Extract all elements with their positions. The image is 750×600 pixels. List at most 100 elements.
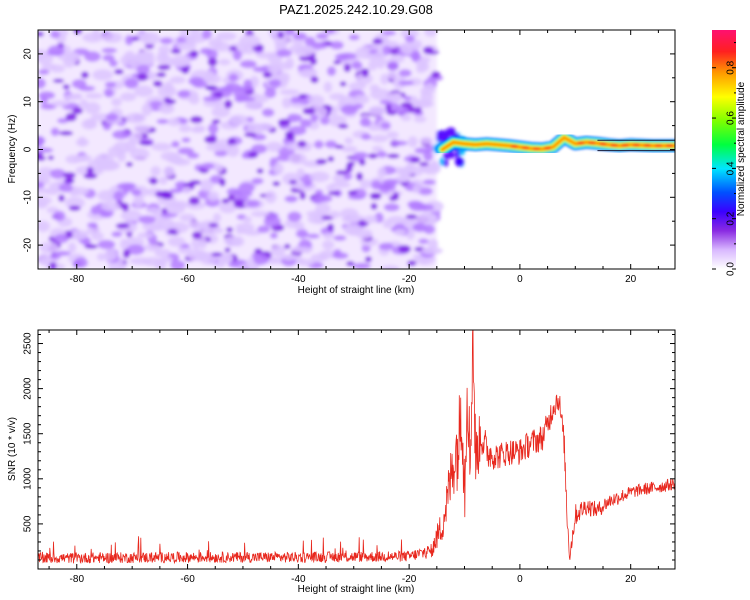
noise-blob — [80, 71, 89, 79]
noise-blob — [394, 228, 407, 236]
noise-blob — [380, 265, 400, 269]
noise-blob — [84, 244, 98, 249]
noise-blob — [335, 170, 349, 175]
noise-blob — [278, 118, 291, 126]
x-tick-label: -20 — [402, 274, 417, 285]
noise-blob — [208, 223, 219, 228]
noise-blob — [237, 263, 259, 269]
signal-core — [632, 143, 641, 147]
noise-blob — [407, 136, 418, 148]
colorbar-scale — [712, 30, 736, 269]
noise-blob — [149, 177, 158, 185]
noise-blob — [333, 60, 342, 65]
noise-blob — [79, 99, 89, 109]
noise-blob — [49, 262, 57, 269]
snr-x-ticks: -80 -60 -40 -20 0 20 — [48, 330, 659, 585]
noise-blob — [59, 130, 73, 136]
noise-blob — [413, 115, 427, 123]
noise-blob — [70, 186, 90, 196]
noise-blob — [424, 30, 438, 37]
noise-blob — [125, 112, 146, 124]
noise-blob — [156, 118, 169, 125]
noise-blob — [167, 236, 186, 247]
noise-blob — [417, 212, 437, 220]
noise-blob — [90, 205, 101, 215]
noise-blob — [254, 123, 274, 132]
noise-blob — [189, 50, 199, 57]
noise-blob — [96, 160, 118, 171]
noise-blob — [116, 182, 135, 190]
noise-blob — [234, 95, 246, 103]
noise-blob — [113, 190, 124, 202]
noise-blob — [298, 93, 307, 99]
noise-blob — [307, 233, 320, 239]
noise-blob — [102, 54, 115, 62]
noise-blob — [140, 31, 160, 45]
noise-blob — [270, 244, 286, 257]
noise-blob — [198, 237, 208, 249]
noise-blob — [378, 183, 391, 194]
noise-blob — [216, 31, 237, 41]
noise-blob — [389, 54, 405, 64]
noise-blob — [134, 85, 154, 97]
noise-blob — [279, 89, 300, 96]
x-tick-label: 0 — [517, 574, 523, 585]
noise-blob — [311, 41, 328, 50]
noise-blob — [380, 73, 389, 85]
noise-blob — [74, 257, 88, 269]
noise-blob — [97, 190, 118, 202]
noise-blob — [213, 41, 230, 52]
noise-blob — [131, 189, 142, 196]
noise-blob — [182, 186, 192, 194]
noise-blob — [400, 30, 419, 39]
noise-blob — [353, 94, 370, 105]
noise-blob — [310, 76, 319, 84]
noise-blob — [252, 66, 269, 73]
noise-blob — [64, 178, 75, 184]
noise-blob — [418, 161, 429, 167]
noise-blob — [263, 216, 281, 227]
noise-blob — [356, 172, 363, 181]
noise-blob — [177, 147, 194, 155]
noise-blob — [423, 46, 434, 55]
noise-blob — [361, 46, 372, 53]
noise-blob — [317, 194, 333, 203]
noise-blob — [101, 201, 121, 212]
noise-blob — [353, 262, 371, 269]
noise-blob — [170, 260, 186, 269]
noise-blob — [138, 215, 156, 224]
noise-blob — [187, 249, 208, 262]
x-tick-label: -60 — [180, 574, 195, 585]
noise-blob — [334, 53, 349, 61]
noise-blob — [146, 72, 158, 80]
noise-blob — [188, 196, 200, 205]
noise-blob — [67, 242, 77, 253]
noise-blob — [38, 136, 44, 147]
signal-core — [654, 144, 663, 148]
noise-blob — [178, 124, 192, 133]
noise-blob — [398, 80, 414, 86]
noise-blob — [125, 139, 137, 153]
noise-blob — [144, 243, 162, 252]
noise-blob — [169, 76, 186, 84]
noise-blob — [363, 215, 378, 224]
noise-blob — [409, 218, 430, 225]
y-tick-label: 1500 — [23, 422, 34, 445]
noise-blob — [129, 147, 150, 161]
signal-core — [610, 143, 618, 147]
noise-blob — [315, 158, 328, 165]
noise-blob — [295, 229, 309, 238]
transition-blob — [443, 159, 449, 167]
noise-blob — [199, 179, 214, 192]
noise-blob — [157, 85, 177, 98]
noise-blob — [157, 64, 171, 71]
noise-blob — [211, 119, 221, 124]
noise-blob — [120, 209, 142, 222]
noise-blob — [431, 71, 441, 79]
noise-blob — [150, 166, 161, 177]
noise-blob — [237, 191, 253, 197]
noise-blob — [141, 103, 153, 116]
noise-blob — [287, 211, 302, 222]
noise-blob — [39, 242, 59, 254]
